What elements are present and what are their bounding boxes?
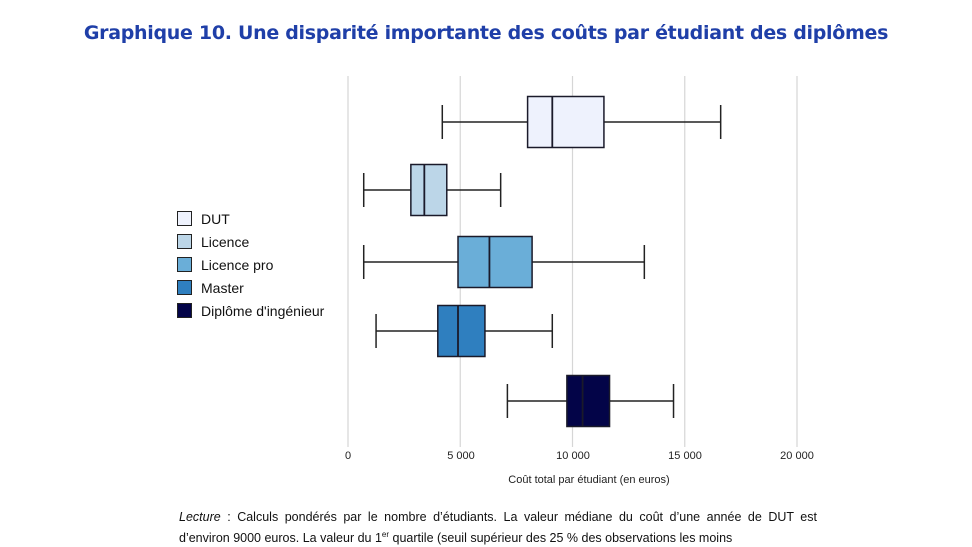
box-dut: [526, 95, 605, 149]
box-licence-pro: [457, 235, 533, 289]
legend-item-licence: Licence: [177, 230, 324, 253]
note-text: : Calculs pondérés par le nombre d’étudi…: [179, 510, 817, 546]
legend-item-ingenieur: Diplôme d'ingénieur: [177, 299, 324, 322]
note-lead: Lecture: [179, 510, 221, 524]
legend-item-master: Master: [177, 276, 324, 299]
legend-swatch: [177, 234, 192, 249]
legend-item-dut: DUT: [177, 207, 324, 230]
legend-swatch: [177, 211, 192, 226]
box-master: [437, 304, 486, 358]
note-text-cont: quartile (seuil supérieur des 25 % des o…: [389, 531, 733, 546]
legend-label: Master: [201, 279, 244, 296]
note-sup: er: [381, 530, 390, 539]
legend-label: Licence: [201, 233, 250, 250]
x-tick-label: 20 000: [780, 450, 814, 462]
legend-label: DUT: [201, 210, 230, 227]
reading-note: Lecture : Calculs pondérés par le nombre…: [179, 509, 817, 547]
box-licence: [410, 163, 448, 217]
x-tick-label: 10 000: [556, 450, 590, 462]
x-tick-label: 0: [344, 450, 352, 462]
legend-swatch: [177, 280, 192, 295]
x-tick-label: 5 000: [447, 450, 475, 462]
legend-label: Licence pro: [201, 256, 274, 273]
box-dipl-me-d-ing-nieur: [566, 374, 611, 428]
legend-label: Diplôme d'ingénieur: [201, 302, 325, 319]
legend-swatch: [177, 257, 192, 272]
x-axis-label: Coût total par étudiant (en euros): [508, 474, 670, 486]
x-tick-label: 15 000: [668, 450, 702, 462]
legend: DUT Licence Licence pro Master Diplôme d…: [177, 207, 324, 322]
legend-item-licence-pro: Licence pro: [177, 253, 324, 276]
legend-swatch: [177, 303, 192, 318]
chart-title: Graphique 10. Une disparité importante d…: [83, 22, 889, 44]
